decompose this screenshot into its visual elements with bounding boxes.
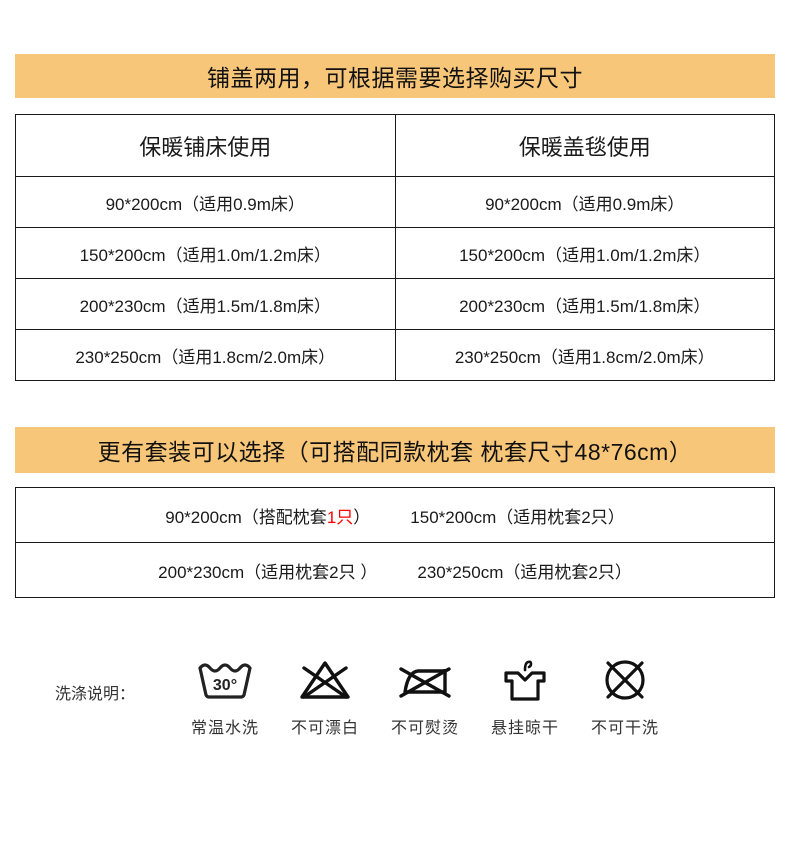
set-cell: 200*230cm（适用枕套2只 ） 230*250cm（适用枕套2只） bbox=[15, 542, 775, 598]
do-not-iron-icon bbox=[396, 650, 454, 710]
set-option-left-suffix: ） bbox=[353, 507, 371, 527]
table-row: 90*200cm（适用0.9m床） 90*200cm（适用0.9m床） bbox=[15, 176, 775, 228]
column-header-blanket: 保暖盖毯使用 bbox=[394, 114, 775, 177]
care-item-dry-clean: 不可干洗 bbox=[575, 650, 675, 738]
size-cell: 90*200cm（适用0.9m床） bbox=[15, 176, 396, 228]
care-caption: 不可熨烫 bbox=[390, 720, 459, 737]
do-not-dry-clean-icon bbox=[601, 650, 649, 710]
size-cell: 200*230cm（适用1.5m/1.8m床） bbox=[15, 278, 396, 330]
wash-tub-30-icon: 30° bbox=[196, 650, 254, 710]
size-cell: 150*200cm（适用1.0m/1.2m床） bbox=[394, 227, 775, 279]
column-header-bedding: 保暖铺床使用 bbox=[15, 114, 396, 177]
sets-banner: 更有套装可以选择（可搭配同款枕套 枕套尺寸48*76cm） bbox=[15, 427, 775, 473]
hang-dry-icon bbox=[500, 650, 550, 710]
sizes-table: 保暖铺床使用 保暖盖毯使用 90*200cm（适用0.9m床） 90*200cm… bbox=[15, 114, 775, 381]
care-instructions-section: 洗涤说明： 30° 常温水洗 bbox=[0, 650, 790, 760]
set-option-left: 90*200cm（搭配枕套1只） bbox=[165, 503, 370, 528]
set-option-right: 150*200cm（适用枕套2只） bbox=[410, 507, 625, 527]
size-cell: 230*250cm（适用1.8cm/2.0m床） bbox=[15, 329, 396, 381]
set-pair: 200*230cm（适用枕套2只 ） 230*250cm（适用枕套2只） bbox=[16, 558, 774, 583]
care-item-bleach: 不可漂白 bbox=[275, 650, 375, 738]
set-option-right: 230*250cm（适用枕套2只） bbox=[417, 562, 632, 582]
set-option-left-prefix: 200*230cm（适用枕套2只 ） bbox=[158, 562, 378, 582]
set-cell: 90*200cm（搭配枕套1只） 150*200cm（适用枕套2只） bbox=[15, 487, 775, 543]
care-item-wash: 30° 常温水洗 bbox=[175, 650, 275, 738]
sets-table: 90*200cm（搭配枕套1只） 150*200cm（适用枕套2只） 200*2… bbox=[15, 487, 775, 598]
care-caption: 不可漂白 bbox=[290, 720, 359, 737]
do-not-bleach-icon bbox=[298, 650, 352, 710]
table-row: 230*250cm（适用1.8cm/2.0m床） 230*250cm（适用1.8… bbox=[15, 329, 775, 381]
table-row: 200*230cm（适用1.5m/1.8m床） 200*230cm（适用1.5m… bbox=[15, 278, 775, 330]
set-option-left-prefix: 90*200cm（搭配枕套 bbox=[165, 507, 327, 527]
size-cell: 200*230cm（适用1.5m/1.8m床） bbox=[394, 278, 775, 330]
pillowcase-count-highlight: 1只 bbox=[326, 507, 354, 527]
table-row: 200*230cm（适用枕套2只 ） 230*250cm（适用枕套2只） bbox=[15, 542, 775, 598]
table-row: 90*200cm（搭配枕套1只） 150*200cm（适用枕套2只） bbox=[15, 487, 775, 543]
care-instructions-label: 洗涤说明： bbox=[55, 686, 136, 703]
sizes-banner: 铺盖两用，可根据需要选择购买尺寸 bbox=[15, 54, 775, 98]
care-caption: 常温水洗 bbox=[190, 720, 259, 737]
set-pair: 90*200cm（搭配枕套1只） 150*200cm（适用枕套2只） bbox=[16, 503, 774, 528]
size-cell: 230*250cm（适用1.8cm/2.0m床） bbox=[394, 329, 775, 381]
size-cell: 90*200cm（适用0.9m床） bbox=[394, 176, 775, 228]
care-caption: 悬挂晾干 bbox=[490, 720, 559, 737]
set-option-left: 200*230cm（适用枕套2只 ） bbox=[158, 558, 377, 583]
care-item-hang-dry: 悬挂晾干 bbox=[475, 650, 575, 738]
table-row: 150*200cm（适用1.0m/1.2m床） 150*200cm（适用1.0m… bbox=[15, 227, 775, 279]
care-icon-list: 30° 常温水洗 不可漂白 bbox=[175, 650, 675, 738]
wash-temperature-text: 30° bbox=[213, 677, 237, 694]
size-cell: 150*200cm（适用1.0m/1.2m床） bbox=[15, 227, 396, 279]
table-header-row: 保暖铺床使用 保暖盖毯使用 bbox=[15, 114, 775, 177]
care-caption: 不可干洗 bbox=[590, 720, 659, 737]
care-item-iron: 不可熨烫 bbox=[375, 650, 475, 738]
